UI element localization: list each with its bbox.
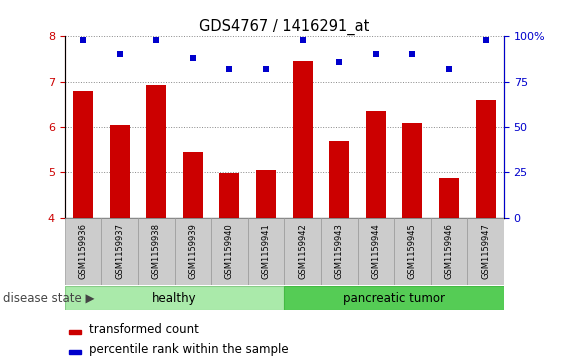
Point <box>188 55 197 61</box>
Bar <box>248 218 284 285</box>
Bar <box>101 218 138 285</box>
Text: healthy: healthy <box>152 291 197 305</box>
Bar <box>476 100 495 218</box>
Text: disease state ▶: disease state ▶ <box>3 291 95 305</box>
Bar <box>69 330 82 334</box>
Text: GSM1159942: GSM1159942 <box>298 224 307 279</box>
Text: GSM1159941: GSM1159941 <box>262 224 270 279</box>
Point <box>115 52 124 57</box>
Bar <box>211 218 248 285</box>
Text: GSM1159947: GSM1159947 <box>481 224 490 279</box>
Text: GSM1159943: GSM1159943 <box>335 224 343 279</box>
Bar <box>431 218 467 285</box>
Bar <box>183 152 203 218</box>
Bar <box>73 91 93 218</box>
Text: GSM1159938: GSM1159938 <box>152 223 160 280</box>
Text: GSM1159937: GSM1159937 <box>115 223 124 280</box>
Text: transformed count: transformed count <box>89 323 199 336</box>
Bar <box>65 218 101 285</box>
Title: GDS4767 / 1416291_at: GDS4767 / 1416291_at <box>199 19 369 35</box>
Bar <box>175 218 211 285</box>
Bar <box>138 218 175 285</box>
Point <box>445 66 454 72</box>
Point <box>298 37 307 43</box>
Text: GSM1159944: GSM1159944 <box>372 224 380 279</box>
Text: GSM1159939: GSM1159939 <box>189 224 197 279</box>
Point <box>372 52 381 57</box>
Point <box>408 52 417 57</box>
Point <box>79 37 88 43</box>
Point <box>334 59 343 65</box>
Point <box>152 37 161 43</box>
Bar <box>329 140 349 218</box>
Bar <box>284 286 504 310</box>
Text: percentile rank within the sample: percentile rank within the sample <box>89 343 288 356</box>
Text: GSM1159940: GSM1159940 <box>225 224 234 279</box>
Bar <box>65 286 284 310</box>
Bar <box>467 218 504 285</box>
Text: pancreatic tumor: pancreatic tumor <box>343 291 445 305</box>
Bar <box>256 170 276 218</box>
Point <box>225 66 234 72</box>
Bar <box>220 173 239 218</box>
Text: GSM1159945: GSM1159945 <box>408 224 417 279</box>
Bar <box>321 218 358 285</box>
Bar <box>146 85 166 218</box>
Bar <box>284 218 321 285</box>
Bar <box>358 218 394 285</box>
Bar <box>110 125 129 218</box>
Bar <box>366 111 386 218</box>
Bar <box>403 123 422 218</box>
Point <box>481 37 490 43</box>
Bar <box>394 218 431 285</box>
Bar <box>439 178 459 218</box>
Text: GSM1159946: GSM1159946 <box>445 224 453 279</box>
Bar <box>293 61 312 218</box>
Bar <box>69 350 82 354</box>
Text: GSM1159936: GSM1159936 <box>79 223 87 280</box>
Point <box>261 66 270 72</box>
